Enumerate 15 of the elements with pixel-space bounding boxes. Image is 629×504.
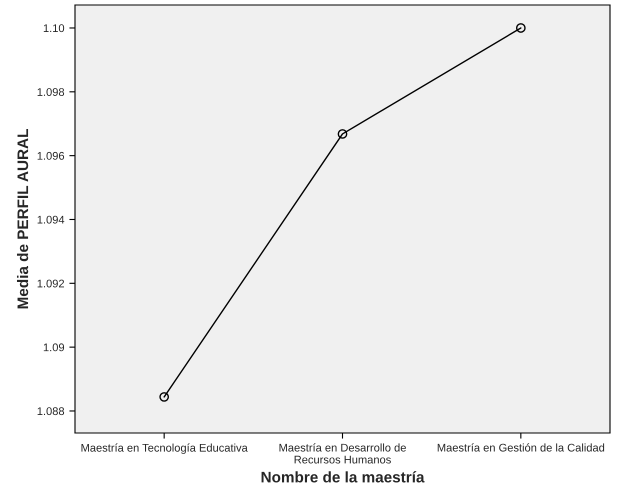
x-tick-label: Maestría en Gestión de la Calidad [438,443,604,452]
x-tick-label: Maestría en Tecnología Educativa [81,443,248,454]
point [159,392,170,402]
y-tick-label: 1.092 [38,280,64,288]
point [338,129,348,139]
y-tick-label: 1.094 [38,216,64,224]
y-tick-label: 1.088 [38,407,64,416]
point [516,23,526,33]
y-tick-label: 1.09 [44,343,64,352]
y-tick-label: 1.10 [44,24,64,32]
x-axis-title: Nombre de la maestría [262,471,425,483]
y-tick-label: 1.098 [38,88,64,96]
x-tick-label: Maestría en Desarrollo de Recursos Humanos [279,443,406,464]
y-tick-label: 1.096 [38,152,64,160]
y-axis-title: Media de PERFIL AURAL [16,129,28,308]
